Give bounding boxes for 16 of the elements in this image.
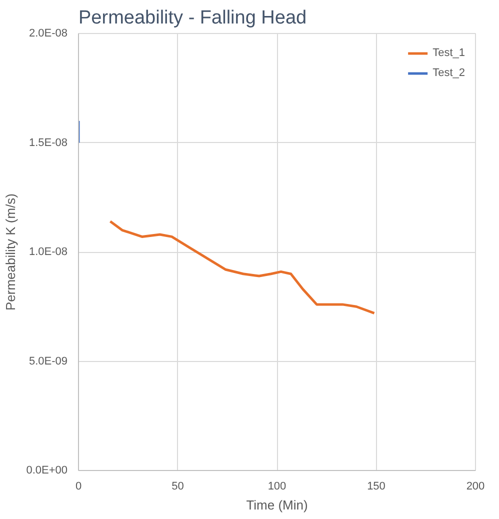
x-tick-label: 200 bbox=[466, 480, 485, 492]
x-tick-label: 150 bbox=[367, 480, 386, 492]
legend-label: Test_2 bbox=[432, 67, 465, 79]
chart-title: Permeability - Falling Head bbox=[78, 8, 307, 28]
y-tick-label: 0.0E+00 bbox=[26, 464, 68, 476]
y-tick-label: 2.0E-08 bbox=[28, 28, 68, 40]
y-tick-label: 5.0E-09 bbox=[28, 355, 68, 368]
x-tick-label: 100 bbox=[268, 480, 286, 492]
x-tick-label: 50 bbox=[172, 480, 184, 492]
line-series bbox=[109, 220, 376, 314]
y-tick-label: 1.5E-08 bbox=[28, 136, 68, 149]
legend-label: Test_1 bbox=[432, 47, 465, 59]
y-axis-title: Permeability K (m/s) bbox=[3, 193, 18, 311]
x-tick-label: 0 bbox=[75, 480, 82, 492]
y-tick-label: 1.0E-08 bbox=[28, 246, 68, 258]
x-axis-title: Time (Min) bbox=[246, 498, 308, 512]
